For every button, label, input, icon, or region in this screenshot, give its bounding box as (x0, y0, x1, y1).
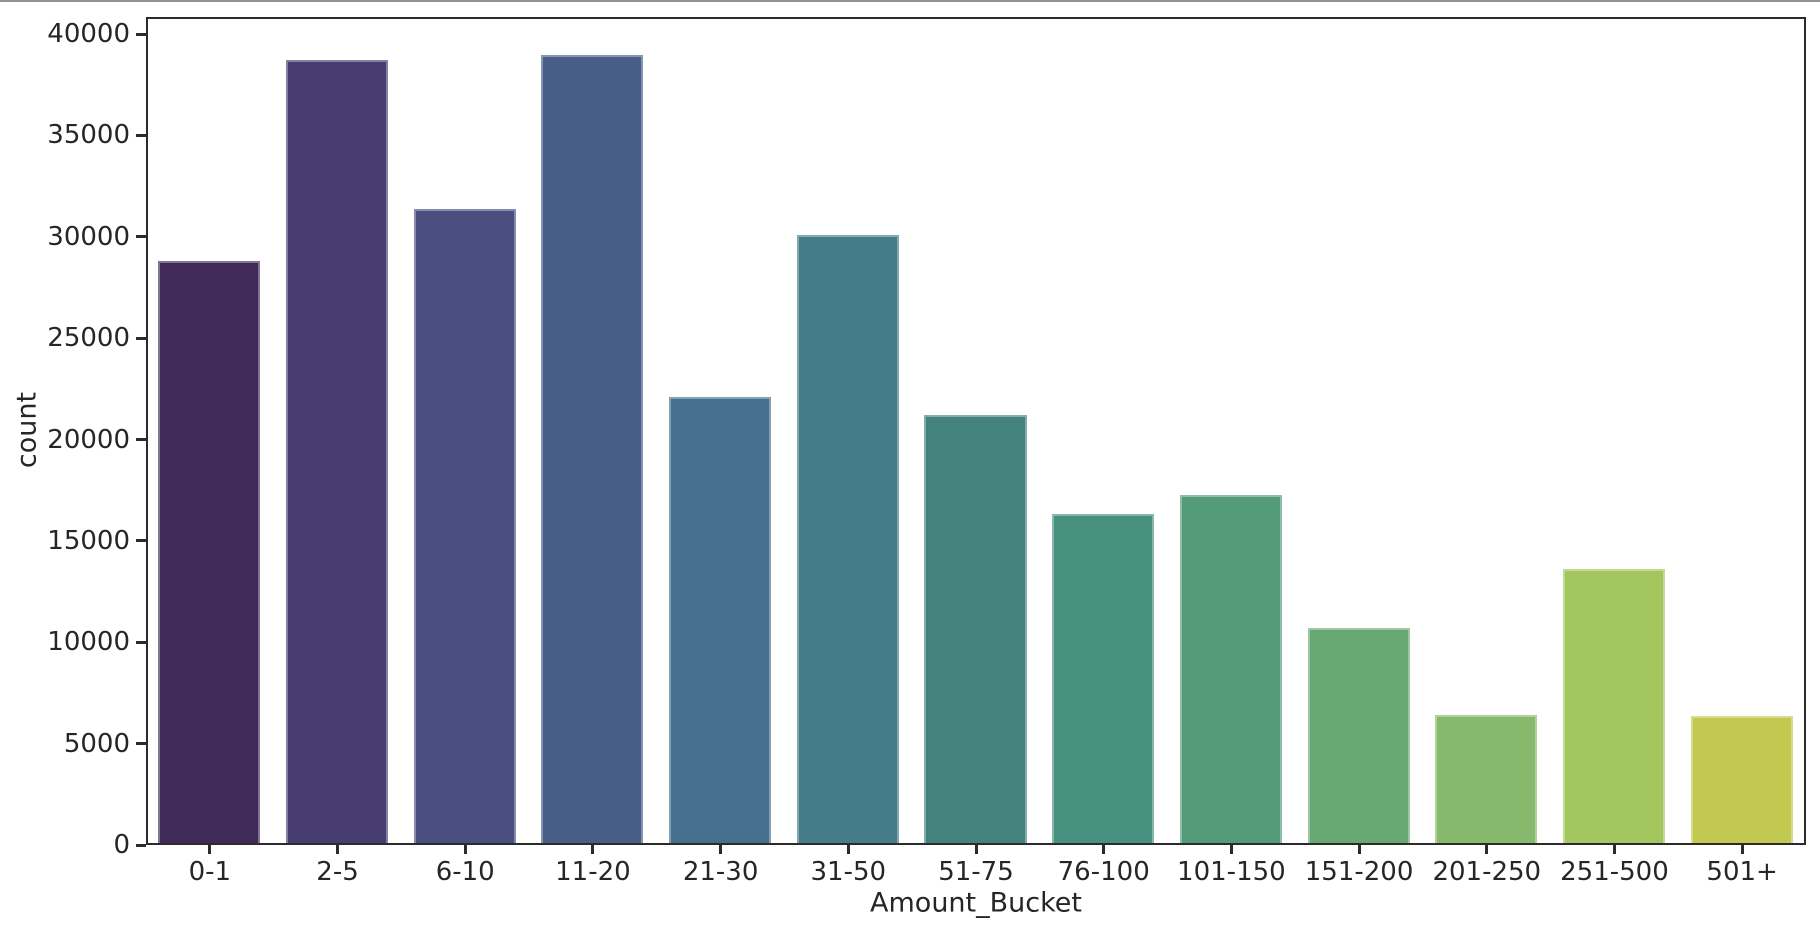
x-tick-label: 101-150 (1177, 857, 1286, 887)
bar-2-5 (285, 60, 389, 843)
x-tick-mark (336, 845, 340, 854)
bar-31-50 (796, 234, 899, 843)
x-tick-label: 76-100 (1057, 857, 1150, 887)
x-tick-mark (463, 845, 467, 854)
y-tick-label: 5000 (63, 728, 130, 759)
x-tick-label: 31-50 (810, 857, 887, 887)
y-tick-label: 40000 (47, 19, 130, 50)
plot-area (146, 17, 1806, 845)
y-tick-mark (136, 742, 146, 746)
bar-151-200 (1307, 628, 1410, 843)
y-tick-label: 0 (113, 830, 130, 860)
y-tick-mark (136, 235, 146, 239)
y-axis-title: count (11, 391, 43, 469)
x-tick-label: 21-30 (682, 857, 759, 887)
y-tick-mark (136, 133, 146, 137)
y-tick-mark (136, 843, 146, 847)
bar-76-100 (1052, 513, 1155, 843)
bar-21-30 (669, 396, 772, 843)
y-tick-mark (136, 640, 146, 644)
x-tick-label: 2-5 (316, 857, 359, 887)
x-tick-label: 11-20 (555, 857, 631, 887)
x-tick-mark (1229, 845, 1233, 854)
bar-251-500 (1562, 568, 1666, 843)
y-tick-mark (136, 539, 146, 543)
y-tick-mark (136, 32, 146, 36)
x-tick-mark (1612, 845, 1616, 854)
x-tick-mark (846, 845, 850, 854)
bar-0-1 (158, 261, 261, 843)
bar-11-20 (541, 55, 644, 843)
window-top-edge (0, 0, 1820, 2)
x-tick-mark (1357, 845, 1361, 854)
y-tick-label: 25000 (47, 323, 130, 354)
x-tick-label: 201-250 (1432, 857, 1542, 887)
x-tick-label: 6-10 (435, 857, 495, 887)
y-tick-label: 35000 (47, 120, 130, 151)
y-tick-mark (136, 336, 146, 340)
x-tick-label: 251-500 (1560, 857, 1669, 887)
x-tick-mark (591, 845, 595, 854)
bar-501+ (1690, 716, 1793, 843)
x-axis-title: Amount_Bucket (870, 887, 1082, 919)
y-tick-label: 30000 (47, 221, 130, 252)
y-tick-mark (136, 438, 146, 441)
x-tick-mark (208, 845, 212, 854)
bar-201-250 (1435, 715, 1538, 843)
y-tick-label: 10000 (47, 627, 130, 658)
x-tick-mark (1102, 845, 1106, 854)
x-tick-mark (1485, 845, 1489, 854)
bar-101-150 (1179, 495, 1282, 843)
x-tick-mark (1740, 845, 1744, 854)
x-tick-label: 501+ (1706, 857, 1778, 887)
bar-51-75 (924, 415, 1027, 843)
x-tick-mark (974, 845, 978, 854)
x-tick-label: 51-75 (938, 857, 1014, 887)
bar-6-10 (413, 209, 516, 843)
x-tick-label: 0-1 (188, 857, 232, 887)
x-tick-label: 151-200 (1304, 857, 1414, 887)
y-tick-label: 20000 (47, 424, 130, 455)
x-tick-mark (719, 845, 723, 854)
y-tick-label: 15000 (47, 525, 130, 556)
